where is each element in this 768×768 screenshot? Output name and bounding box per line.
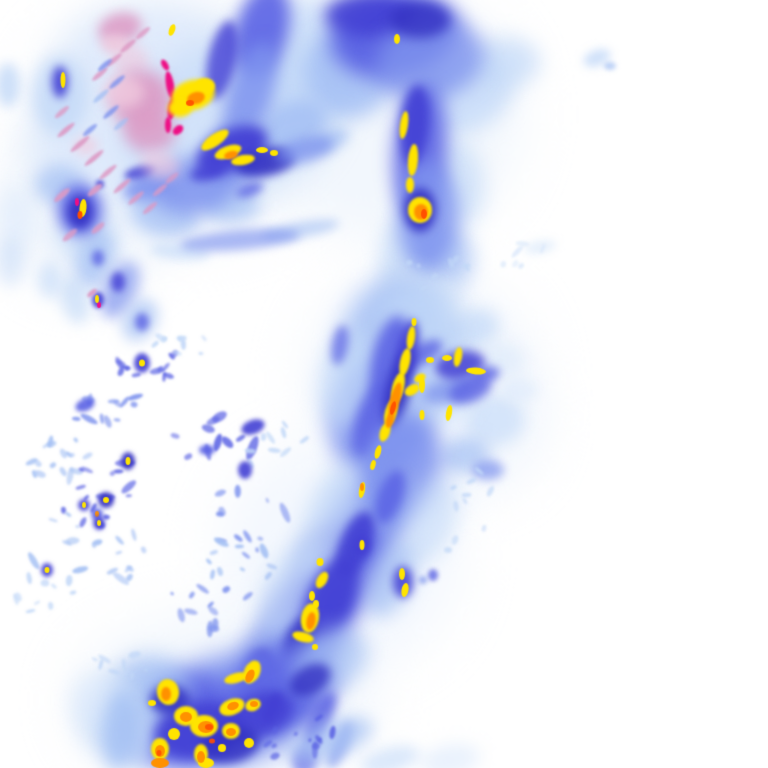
precipitation-radar-canvas bbox=[0, 0, 768, 768]
radar-image-viewport bbox=[0, 0, 768, 768]
